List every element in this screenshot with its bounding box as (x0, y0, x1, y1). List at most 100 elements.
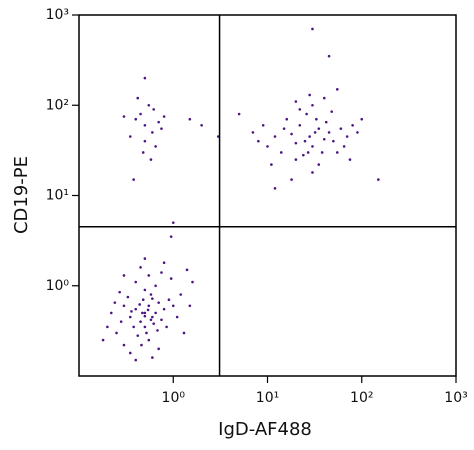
data-point (162, 115, 166, 118)
data-point (282, 127, 286, 130)
data-point (169, 277, 173, 280)
data-point (191, 280, 194, 284)
data-point (136, 96, 140, 100)
x-axis-label: IgD-AF488 (218, 419, 312, 440)
data-point (122, 115, 126, 118)
data-point (317, 127, 321, 130)
y-tick-label: 10³ (46, 7, 69, 23)
data-point (143, 311, 147, 315)
y-tick-label: 10¹ (46, 188, 69, 204)
data-point (171, 304, 175, 308)
data-point (342, 145, 346, 148)
data-point (294, 158, 298, 161)
data-point (101, 338, 105, 342)
data-point (106, 325, 109, 329)
data-point (160, 318, 163, 322)
data-point (157, 120, 160, 124)
data-point (270, 163, 273, 166)
data-point (339, 127, 343, 130)
data-point (138, 303, 141, 306)
data-point (128, 351, 132, 355)
data-point (320, 151, 324, 154)
data-point (290, 178, 293, 181)
data-point (335, 88, 339, 91)
data-point (122, 343, 126, 347)
x-tick-label: 10³ (444, 390, 467, 406)
data-point (377, 178, 380, 181)
data-point (311, 171, 314, 174)
data-point (139, 320, 142, 323)
data-point (294, 141, 298, 145)
data-point (160, 271, 163, 274)
data-point (294, 100, 298, 103)
data-point (302, 153, 305, 157)
data-point (261, 123, 265, 127)
data-point (149, 318, 153, 322)
data-point (147, 338, 151, 342)
data-point (109, 311, 113, 315)
data-point (356, 131, 359, 134)
data-point (160, 127, 163, 130)
data-point (147, 304, 151, 308)
data-point (141, 311, 144, 315)
data-point (311, 145, 314, 148)
data-point (139, 266, 142, 269)
data-point (147, 274, 151, 277)
data-point (145, 331, 148, 335)
data-point (171, 221, 175, 224)
data-point (143, 314, 147, 318)
data-point (151, 297, 154, 300)
data-point (332, 139, 335, 143)
data-point (169, 235, 173, 238)
data-point (360, 117, 364, 121)
data-point (140, 343, 143, 347)
data-point (188, 304, 192, 308)
data-point (118, 290, 121, 294)
data-point (285, 117, 289, 121)
data-point (146, 308, 150, 312)
data-point (134, 280, 138, 284)
data-point (122, 274, 126, 277)
data-point (311, 27, 314, 31)
data-point (303, 139, 307, 143)
data-point (134, 358, 138, 362)
data-point (119, 320, 123, 323)
data-point (185, 268, 189, 272)
data-point (200, 123, 203, 127)
data-point (151, 315, 154, 319)
data-point (306, 151, 310, 154)
data-point (130, 310, 133, 313)
data-point (152, 108, 155, 111)
data-point (128, 135, 132, 138)
data-point (143, 76, 147, 80)
data-point (167, 298, 171, 302)
x-tick-label: 10¹ (256, 390, 279, 406)
data-point (327, 131, 331, 134)
x-tick-label: 10⁰ (162, 390, 186, 406)
data-point (154, 284, 157, 288)
data-point (141, 151, 145, 154)
data-point (134, 117, 138, 121)
data-point (298, 108, 302, 111)
y-tick-label: 10² (46, 97, 69, 113)
data-point (147, 103, 151, 107)
data-point (132, 325, 135, 329)
data-point (290, 132, 293, 136)
data-point (115, 331, 118, 335)
data-point (351, 123, 354, 127)
data-point (143, 257, 147, 260)
data-point (308, 93, 311, 97)
data-point (143, 139, 147, 143)
data-point (251, 131, 255, 134)
data-point (322, 96, 326, 100)
data-point (257, 139, 260, 143)
data-point (237, 112, 241, 116)
data-point (313, 131, 317, 134)
data-point (330, 110, 334, 113)
data-point (188, 117, 192, 121)
data-point (122, 304, 126, 308)
data-point (141, 298, 145, 302)
data-point (317, 163, 321, 166)
data-point (279, 151, 283, 154)
